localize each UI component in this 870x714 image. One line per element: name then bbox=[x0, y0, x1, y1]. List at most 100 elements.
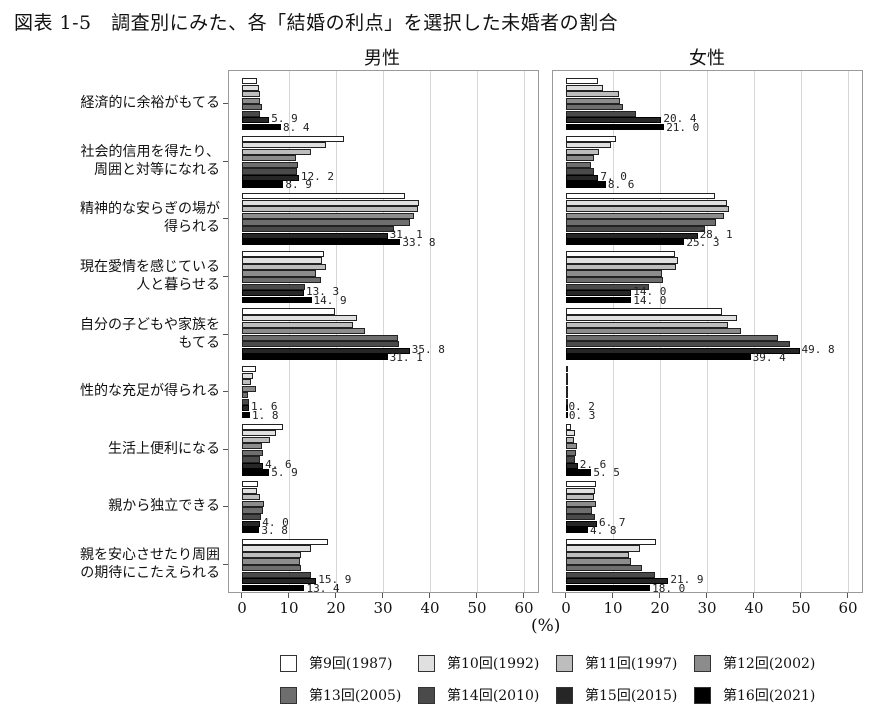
bar bbox=[565, 283, 649, 290]
bar bbox=[565, 296, 632, 303]
bar bbox=[565, 443, 577, 450]
bar bbox=[565, 84, 604, 91]
legend-swatch bbox=[280, 654, 297, 672]
legend-label: 第14回(2010) bbox=[447, 688, 540, 704]
bar bbox=[565, 123, 665, 131]
bar bbox=[241, 538, 328, 545]
y-tick bbox=[223, 564, 228, 565]
bar bbox=[241, 385, 256, 392]
bar bbox=[565, 334, 779, 341]
bar bbox=[565, 392, 568, 399]
bar bbox=[241, 507, 264, 514]
x-tick-label: 0 bbox=[561, 599, 571, 617]
bar bbox=[565, 225, 706, 233]
bar bbox=[565, 117, 662, 124]
bar bbox=[241, 174, 299, 182]
category-label: 親を安心させたり周囲 の期待にこたえられる bbox=[80, 547, 220, 581]
bar bbox=[565, 405, 568, 412]
x-tick bbox=[523, 593, 525, 598]
bar bbox=[241, 347, 410, 354]
bar bbox=[565, 500, 596, 508]
bar bbox=[565, 558, 631, 565]
bar bbox=[241, 487, 257, 494]
legend-swatch bbox=[694, 686, 711, 704]
bar bbox=[241, 219, 411, 226]
bar bbox=[241, 91, 261, 98]
x-tick bbox=[800, 593, 802, 598]
bar bbox=[565, 91, 619, 98]
legend-label: 第16回(2021) bbox=[723, 688, 816, 704]
bar bbox=[241, 104, 262, 111]
bar bbox=[241, 110, 261, 117]
bar bbox=[241, 270, 316, 277]
y-tick bbox=[223, 218, 228, 220]
data-label: 20. 4 bbox=[663, 112, 697, 126]
bar bbox=[241, 398, 249, 405]
bar bbox=[241, 578, 317, 585]
x-tick bbox=[476, 593, 478, 598]
legend-swatch bbox=[556, 686, 573, 704]
data-label: 14. 0 bbox=[633, 285, 667, 299]
bar bbox=[565, 430, 576, 437]
bar bbox=[565, 263, 677, 271]
bar bbox=[565, 347, 800, 354]
bar bbox=[241, 290, 304, 297]
bar bbox=[241, 462, 264, 470]
bar bbox=[565, 212, 724, 220]
bar bbox=[241, 423, 284, 430]
data-label: 0. 2 bbox=[568, 400, 595, 414]
bar bbox=[241, 449, 264, 456]
bar bbox=[565, 308, 722, 315]
figure-title: 図表 1-5 調査別にみた、各「結婚の利点」を選択した未婚者の割合 bbox=[14, 12, 619, 34]
legend-item: 第15回(2015) bbox=[556, 685, 677, 705]
x-tick-label: 40 bbox=[744, 599, 764, 617]
bar bbox=[241, 161, 299, 168]
gridline bbox=[847, 71, 849, 592]
bar bbox=[241, 328, 365, 335]
bar bbox=[565, 379, 568, 386]
bar bbox=[565, 366, 569, 373]
bar bbox=[565, 436, 574, 443]
bar bbox=[241, 199, 419, 206]
bar bbox=[565, 513, 595, 521]
chart-panel-female: 20. 4 21. 0 7. 0 8. 6 28. 1 25. 3 14. 0 14. 0 49… bbox=[552, 70, 863, 594]
bar bbox=[565, 520, 597, 527]
bar bbox=[241, 142, 326, 149]
x-axis-unit-label: (%) bbox=[531, 616, 561, 636]
x-tick bbox=[241, 593, 243, 598]
gridline bbox=[523, 71, 525, 592]
bar bbox=[565, 257, 678, 264]
bar bbox=[565, 372, 568, 379]
bar bbox=[241, 277, 322, 284]
x-tick-label: 40 bbox=[420, 599, 440, 617]
bar bbox=[241, 168, 298, 175]
bar bbox=[241, 354, 388, 361]
bar bbox=[241, 405, 250, 412]
bar bbox=[241, 372, 254, 379]
category-label: 現在愛情を感じている 人と暮らせる bbox=[80, 259, 220, 293]
x-tick bbox=[753, 593, 755, 598]
panel-title-male: 男性 bbox=[364, 48, 400, 69]
x-tick-label: 30 bbox=[697, 599, 717, 617]
data-label: 35. 8 bbox=[411, 342, 445, 356]
legend-label: 第13回(2005) bbox=[309, 688, 402, 704]
bar bbox=[565, 239, 685, 246]
data-label: 8. 6 bbox=[607, 178, 635, 192]
bar bbox=[241, 494, 261, 501]
x-tick bbox=[288, 593, 290, 598]
bar bbox=[241, 296, 312, 303]
bar bbox=[241, 314, 358, 322]
legend-swatch bbox=[280, 686, 297, 704]
x-tick bbox=[706, 593, 708, 598]
bar bbox=[565, 578, 669, 585]
bar bbox=[241, 456, 261, 463]
legend-swatch bbox=[418, 654, 435, 672]
data-label: 4. 0 bbox=[262, 515, 289, 529]
legend-item: 第12回(2002) bbox=[694, 653, 815, 673]
bar bbox=[565, 481, 597, 488]
bar bbox=[241, 520, 261, 527]
bar bbox=[565, 270, 663, 277]
data-label: 8. 4 bbox=[282, 120, 310, 134]
bar bbox=[241, 513, 262, 521]
bar bbox=[565, 142, 612, 149]
